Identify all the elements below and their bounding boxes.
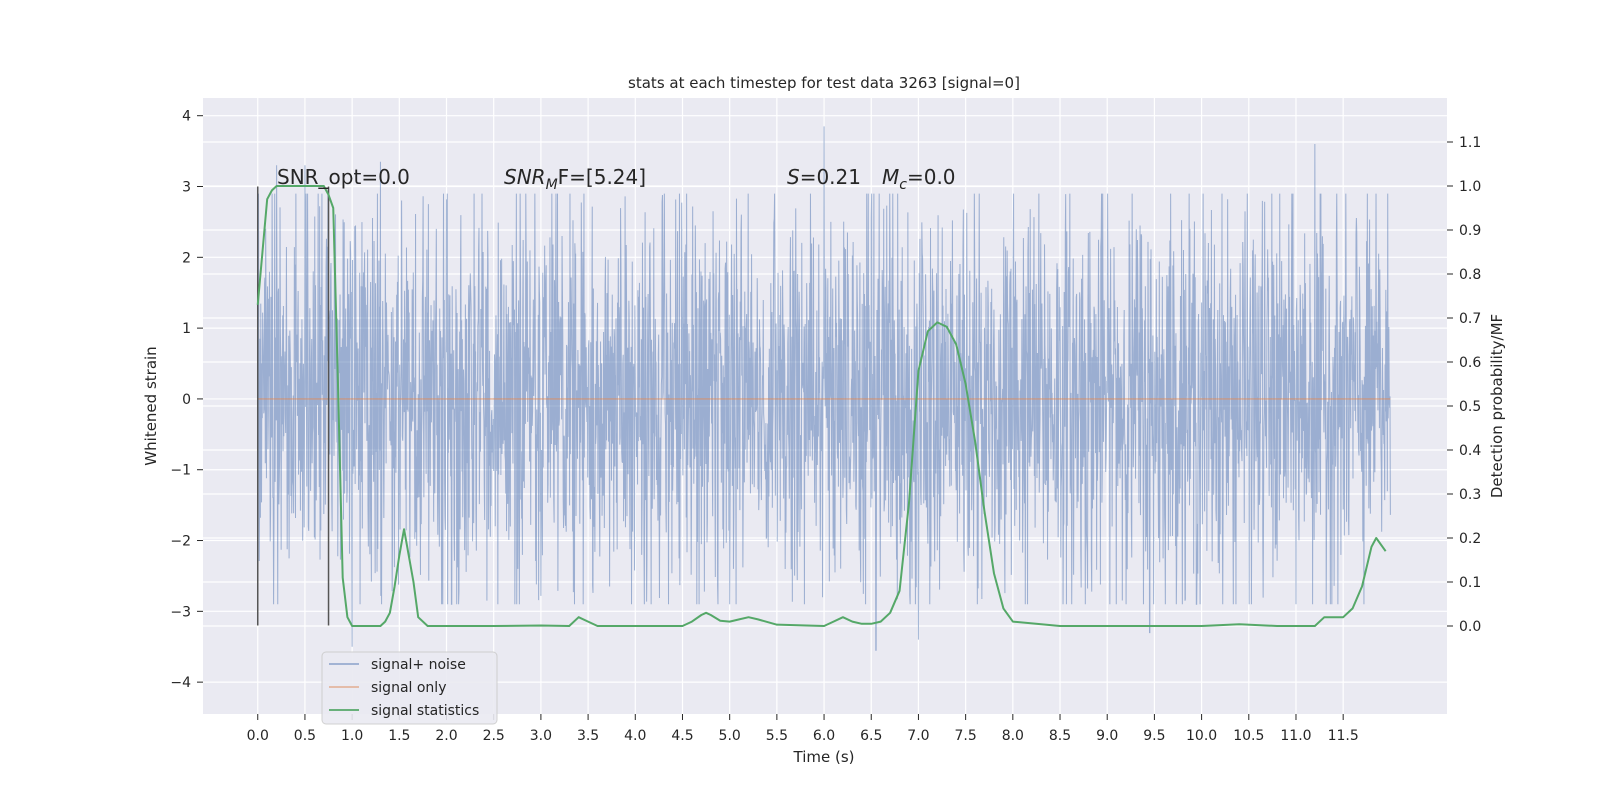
x-tick-label: 6.5 (860, 728, 882, 744)
legend: signal+ noise signal only signal statist… (321, 651, 498, 725)
y-right-tick-label: 0.8 (1459, 267, 1481, 283)
x-tick-label: 11.0 (1280, 728, 1311, 744)
y-left-tick-label: 4 (182, 109, 191, 125)
signal-statistics-series (256, 185, 1387, 627)
x-tick-label: 8.5 (1049, 728, 1071, 744)
x-tick-label: 2.5 (483, 728, 505, 744)
y-right-tick-label: 0.1 (1459, 575, 1481, 591)
y-right-tick-label: 0.2 (1459, 531, 1481, 547)
annotation-snr-mf: SNRMF=[5.24] (504, 165, 646, 193)
annotation-mc-subscript: c (899, 177, 907, 193)
x-tick-label: 1.0 (341, 728, 363, 744)
y-axis-right-label: Detection probability/MF (1488, 314, 1506, 498)
legend-label-signal-noise: signal+ noise (371, 657, 466, 673)
x-tick-label: 0.0 (247, 728, 269, 744)
legend-label-signal-statistics: signal statistics (371, 703, 479, 719)
annotation-snr-opt: SNR_opt=0.0 (277, 165, 410, 189)
x-axis-label: Time (s) (793, 748, 855, 766)
y-axis-left-ticks: 4 3 2 1 0 −1 −2 −3 −4 (170, 109, 203, 691)
annotation-s: S=0.21 (787, 165, 861, 189)
y-right-tick-label: 0.6 (1459, 355, 1481, 371)
annotation-snr-mf-subscript: M (546, 177, 558, 193)
x-tick-label: 5.0 (719, 728, 741, 744)
annotation-s-value: =0.21 (800, 165, 861, 189)
window-markers (256, 186, 330, 626)
y-right-tick-label: 0.0 (1459, 619, 1481, 635)
x-tick-label: 4.0 (624, 728, 646, 744)
strain-noise-series (257, 126, 1391, 651)
x-tick-label: 10.5 (1233, 728, 1264, 744)
legend-box (321, 651, 498, 725)
y-left-tick-label: −1 (170, 463, 191, 479)
annotation-snr-mf-value: F=[5.24] (558, 165, 646, 189)
x-tick-label: 0.5 (294, 728, 316, 744)
annotation-snr-mf-symbol: SNR (504, 165, 546, 189)
y-left-tick-label: 1 (182, 321, 191, 337)
signal-statistics-line (256, 185, 1387, 627)
x-axis-ticks: 0.0 0.5 1.0 1.5 2.0 2.5 3.0 3.5 4.0 4.5 5.0 5.5 6.0 6… (247, 714, 1359, 744)
y-left-tick-label: −2 (170, 534, 191, 550)
x-tick-label: 9.0 (1096, 728, 1118, 744)
x-tick-label: 4.5 (671, 728, 693, 744)
y-axis-right-ticks: 1.1 1.0 0.9 0.8 0.7 0.6 0.5 0.4 0.3 0.2 0.1 0.0 (1447, 135, 1481, 635)
x-tick-label: 5.5 (766, 728, 788, 744)
annotation-mc-value: =0.0 (907, 165, 956, 189)
annotation-mc-symbol: M (882, 165, 899, 189)
y-right-tick-label: 0.5 (1459, 399, 1481, 415)
x-tick-label: 3.5 (577, 728, 599, 744)
x-tick-label: 9.5 (1143, 728, 1165, 744)
legend-label-signal-only: signal only (371, 680, 446, 696)
y-right-tick-label: 0.9 (1459, 223, 1481, 239)
y-left-tick-label: 2 (182, 250, 191, 266)
y-right-tick-label: 1.0 (1459, 179, 1481, 195)
strain-noise-line (257, 126, 1391, 651)
y-axis-left-label: Whitened strain (142, 346, 160, 465)
y-right-tick-label: 0.3 (1459, 487, 1481, 503)
x-tick-label: 10.0 (1186, 728, 1217, 744)
x-tick-label: 1.5 (388, 728, 410, 744)
y-left-tick-label: −4 (170, 675, 191, 691)
x-tick-label: 2.0 (435, 728, 457, 744)
x-tick-label: 7.5 (955, 728, 977, 744)
x-tick-label: 8.0 (1002, 728, 1024, 744)
x-tick-label: 11.5 (1328, 728, 1359, 744)
y-right-tick-label: 1.1 (1459, 135, 1481, 151)
y-right-tick-label: 0.7 (1459, 311, 1481, 327)
y-right-tick-label: 0.4 (1459, 443, 1481, 459)
y-left-tick-label: 0 (182, 392, 191, 408)
x-tick-label: 7.0 (907, 728, 929, 744)
x-tick-label: 3.0 (530, 728, 552, 744)
y-left-tick-label: −3 (170, 604, 191, 620)
y-left-tick-label: 3 (182, 180, 191, 196)
annotation-mc: Mc=0.0 (882, 165, 956, 193)
annotation-s-symbol: S (787, 165, 800, 189)
chart-title: stats at each timestep for test data 326… (628, 74, 1020, 92)
x-tick-label: 6.0 (813, 728, 835, 744)
